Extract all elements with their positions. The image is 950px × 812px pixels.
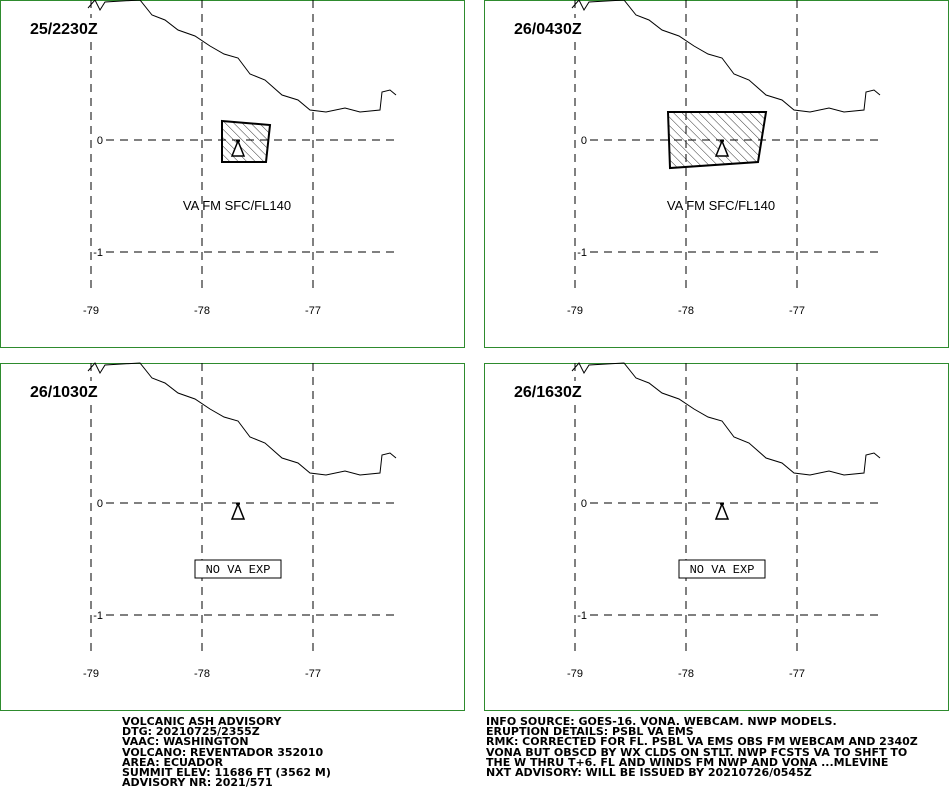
map-panel: -79 -78 -77 0 -1 26/1630Z NO VA EXP bbox=[484, 362, 949, 711]
lat-tick-label: 0 bbox=[581, 498, 587, 510]
valid-time: 26/0430Z bbox=[514, 21, 582, 38]
lon-tick-label: -78 bbox=[678, 668, 694, 680]
lon-tick-label: -78 bbox=[678, 305, 694, 317]
map-panel: -79 -78 -77 0 -1 25/2230Z VA FM SFC/FL140 bbox=[0, 0, 465, 348]
text-line: RMK: CORRECTED FOR FL. PSBL VA EMS OBS F… bbox=[486, 735, 918, 749]
advisory-text: VOLCANIC ASH ADVISORY DTG: 20210725/2355Z… bbox=[122, 715, 331, 790]
lat-tick-label: 0 bbox=[97, 498, 103, 510]
ash-annotation: VA FM SFC/FL140 bbox=[667, 198, 775, 213]
time-bg bbox=[512, 18, 592, 38]
ash-annotation: NO VA EXP bbox=[206, 563, 271, 577]
text-line: ERUPTION DETAILS: PSBL VA EMS bbox=[486, 725, 694, 739]
text-line: THE W THRU T+6. FL AND WINDS FM NWP AND … bbox=[486, 755, 889, 769]
ash-annotation: VA FM SFC/FL140 bbox=[183, 198, 291, 213]
text-line: INFO SOURCE: GOES-16. VONA. WEBCAM. NWP … bbox=[486, 715, 837, 728]
lat-tick-label: -1 bbox=[93, 247, 103, 259]
text-line: DTG: 20210725/2355Z bbox=[122, 725, 260, 739]
lon-tick-label: -79 bbox=[83, 668, 99, 680]
annotation-box bbox=[194, 559, 282, 579]
volcano-symbol bbox=[230, 138, 246, 157]
coastline bbox=[571, 362, 881, 476]
lon-tick-label: -77 bbox=[305, 668, 321, 680]
time-bg bbox=[28, 18, 108, 38]
text-line: VOLCANIC ASH ADVISORY bbox=[122, 715, 282, 728]
valid-time: 26/1030Z bbox=[30, 384, 98, 401]
panel-border bbox=[0, 363, 465, 711]
ash-annotation: NO VA EXP bbox=[690, 563, 755, 577]
text-line: VAAC: WASHINGTON bbox=[122, 735, 249, 749]
ash-area bbox=[221, 119, 272, 163]
lon-tick-label: -79 bbox=[83, 305, 99, 317]
lat-tick-label: -1 bbox=[577, 247, 587, 259]
lat-tick-label: 0 bbox=[97, 135, 103, 147]
lat-tick-label: 0 bbox=[581, 135, 587, 147]
lon-tick-label: -77 bbox=[789, 668, 805, 680]
text-line: VONA BUT OBSCD BY WX CLDS ON STLT. NWP F… bbox=[486, 745, 908, 759]
lat-tick-label: -1 bbox=[577, 610, 587, 622]
info-text: INFO SOURCE: GOES-16. VONA. WEBCAM. NWP … bbox=[486, 715, 918, 780]
text-line: VOLCANO: REVENTADOR 352010 bbox=[122, 745, 324, 759]
lon-tick-label: -79 bbox=[567, 305, 583, 317]
text-line: SUMMIT ELEV: 11686 FT (3562 M) bbox=[122, 766, 331, 780]
text-line: NXT ADVISORY: WILL BE ISSUED BY 20210726… bbox=[486, 766, 812, 780]
lon-tick-label: -77 bbox=[789, 305, 805, 317]
coastline bbox=[571, 0, 881, 113]
time-bg bbox=[512, 381, 592, 401]
volcano-symbol bbox=[714, 501, 730, 520]
lon-tick-label: -78 bbox=[194, 305, 210, 317]
volcano-symbol bbox=[230, 501, 246, 520]
annotation-box bbox=[678, 559, 766, 579]
panel-border bbox=[0, 0, 465, 348]
lon-tick-label: -79 bbox=[567, 668, 583, 680]
lon-tick-label: -78 bbox=[194, 668, 210, 680]
valid-time: 25/2230Z bbox=[30, 21, 98, 38]
map-panel: -79 -78 -77 0 -1 26/0430Z VA FM SFC/FL140 bbox=[484, 0, 949, 348]
text-line: AREA: ECUADOR bbox=[122, 755, 224, 769]
panel-border bbox=[484, 363, 949, 711]
ash-area bbox=[666, 111, 768, 170]
map-panel: -79 -78 -77 0 -1 26/1030Z NO VA EXP bbox=[0, 362, 465, 711]
coastline bbox=[87, 0, 397, 113]
text-line: ADVISORY NR: 2021/571 bbox=[122, 776, 273, 790]
lon-tick-label: -77 bbox=[305, 305, 321, 317]
valid-time: 26/1630Z bbox=[514, 384, 582, 401]
coastline bbox=[87, 362, 397, 476]
panel-border bbox=[484, 0, 949, 348]
time-bg bbox=[28, 381, 108, 401]
lat-tick-label: -1 bbox=[93, 610, 103, 622]
volcano-symbol bbox=[714, 138, 730, 157]
